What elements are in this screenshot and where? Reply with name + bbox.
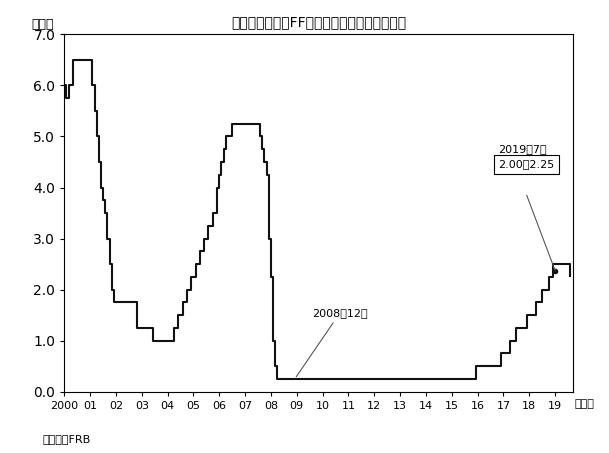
Text: （年）: （年）	[574, 399, 594, 409]
Text: 2019年7月: 2019年7月	[498, 145, 547, 154]
Text: （出所）FRB: （出所）FRB	[43, 434, 91, 444]
Text: 2.00～2.25: 2.00～2.25	[498, 159, 555, 169]
Title: 図　政策金利（FFレート）の誘導目標の推移: 図 政策金利（FFレート）の誘導目標の推移	[231, 15, 406, 29]
Text: 2008年12月: 2008年12月	[297, 308, 368, 377]
Text: （％）: （％）	[31, 18, 54, 31]
